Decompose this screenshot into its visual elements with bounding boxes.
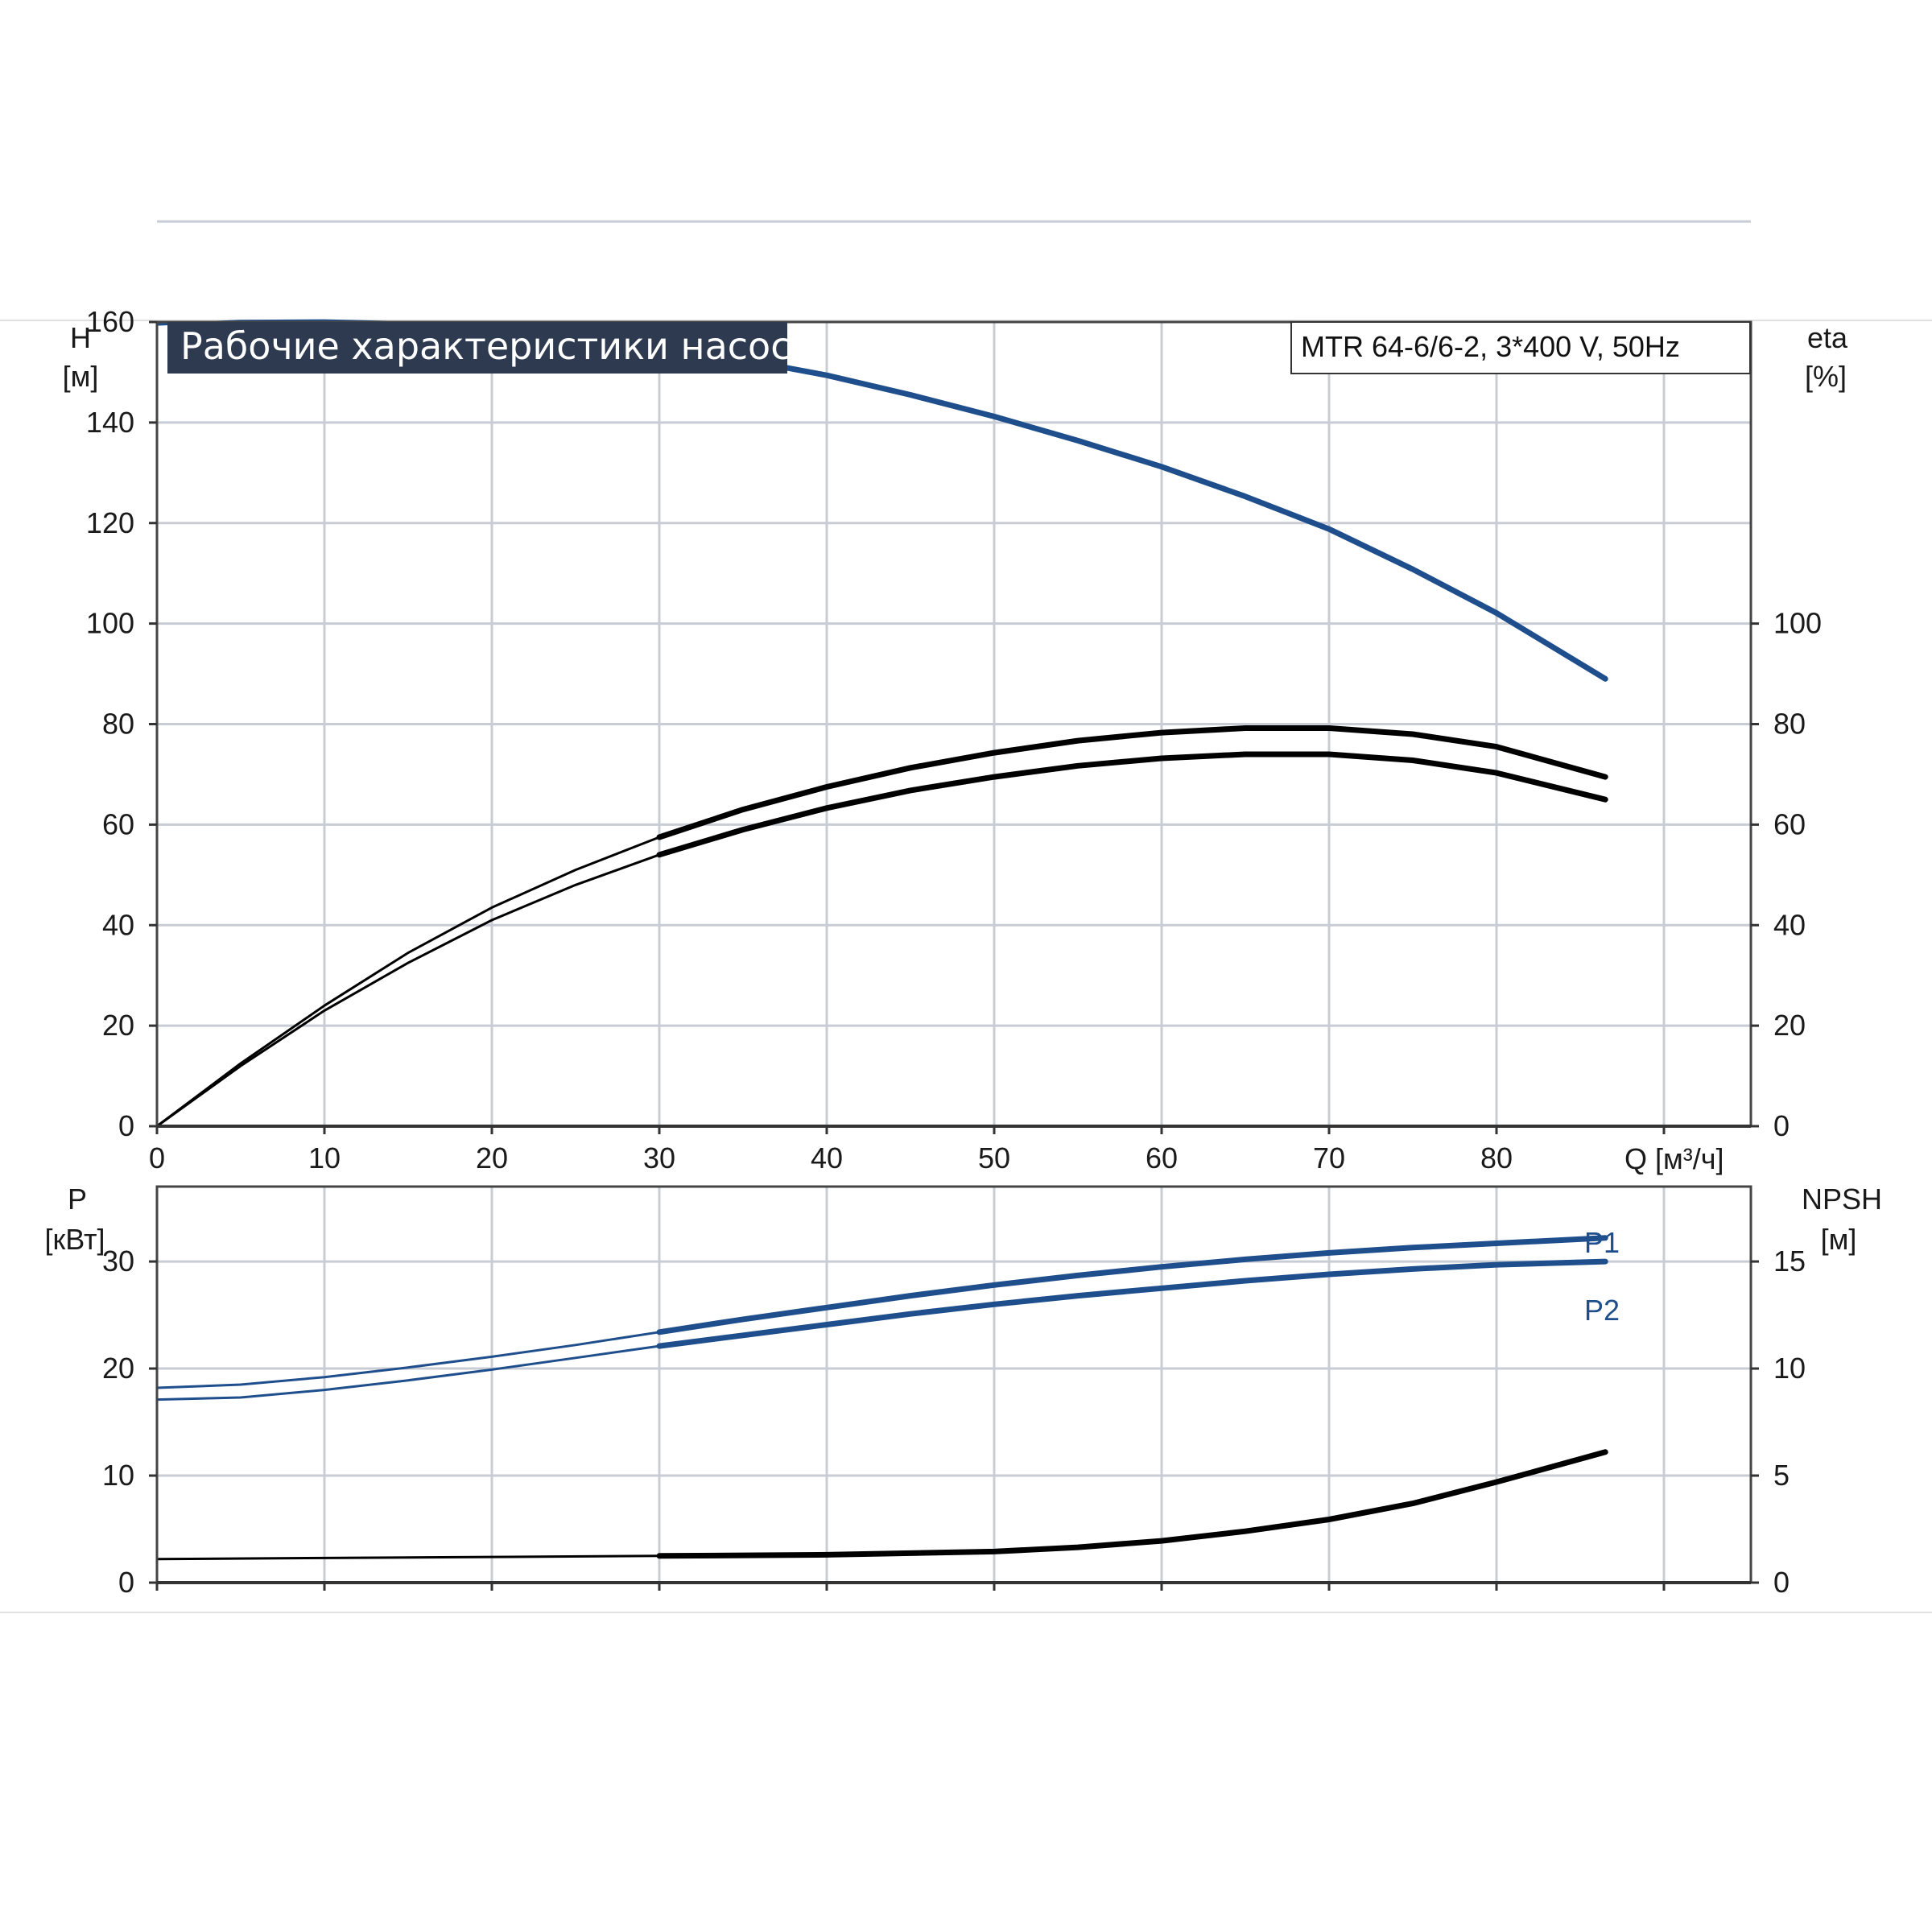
right-tick-label: 0 [1773, 1566, 1790, 1599]
bottom-panel-frame [149, 1185, 1759, 1591]
left-tick-label: 40 [102, 908, 134, 941]
model-label: MTR 64-6/6-2, 3*400 V, 50Hz [1301, 330, 1680, 363]
eta-axis-unit: [%] [1805, 360, 1847, 393]
x-tick-label: 40 [811, 1141, 843, 1174]
left-tick-label: 100 [86, 607, 134, 640]
x-tick-label: 20 [476, 1141, 508, 1174]
series-line-emphasis [656, 1258, 1608, 1349]
bottom-panel-grid [157, 1187, 1751, 1583]
q-axis-title: Q [м³/ч] [1624, 1142, 1724, 1175]
model-box [1290, 321, 1751, 374]
x-tick-label: 70 [1313, 1141, 1345, 1174]
x-tick-label: 60 [1146, 1141, 1178, 1174]
series-line-0-1 [155, 727, 1607, 1128]
left-tick-label: 20 [102, 1009, 134, 1042]
left-tick-label: 60 [102, 807, 134, 840]
left-tick-label: 0 [118, 1566, 134, 1599]
left-tick-label: 10 [102, 1459, 134, 1492]
bottom-panel-series [155, 1235, 1608, 1561]
left-tick-label: 160 [86, 305, 134, 338]
left-tick-label: 140 [86, 406, 134, 439]
series-line-0-2 [155, 753, 1607, 1128]
x-tick-label: 80 [1480, 1141, 1513, 1174]
series-line-emphasis [656, 751, 1608, 858]
series-line-emphasis [656, 342, 1608, 682]
x-tick-label: 10 [308, 1141, 341, 1174]
right-tick-label: 40 [1773, 908, 1806, 941]
top-panel-frame [149, 320, 1759, 1134]
right-tick-label: 0 [1773, 1109, 1790, 1142]
right-tick-label: 60 [1773, 807, 1806, 840]
p-axis-title: P [68, 1183, 87, 1216]
p-axis-unit: [кВт] [44, 1223, 105, 1256]
eta-axis-title: eta [1807, 321, 1848, 354]
right-tick-label: 5 [1773, 1459, 1790, 1492]
h-axis-unit: [м] [63, 360, 99, 393]
x-tick-label: 50 [978, 1141, 1010, 1174]
p2-series-label: P2 [1584, 1294, 1620, 1327]
series-line-emphasis [656, 1235, 1608, 1335]
h-axis-title: H [70, 321, 91, 354]
right-tick-label: 10 [1773, 1352, 1806, 1385]
chart-title: Рабочие характеристики насоса [180, 324, 814, 368]
right-tick-label: 100 [1773, 607, 1822, 640]
npsh-axis-unit: [м] [1821, 1223, 1857, 1256]
p1-series-label: P1 [1584, 1226, 1620, 1259]
x-tick-label: 0 [149, 1141, 165, 1174]
left-tick-label: 0 [118, 1109, 134, 1142]
npsh-axis-title: NPSH [1802, 1183, 1882, 1216]
series-line-p2 [155, 1260, 1607, 1402]
right-tick-label: 80 [1773, 708, 1806, 741]
right-tick-label: 15 [1773, 1245, 1806, 1278]
left-tick-label: 120 [86, 506, 134, 539]
series-line-emphasis [656, 725, 1608, 840]
top-panel-grid [157, 220, 1751, 1126]
left-tick-label: 20 [102, 1352, 134, 1385]
left-tick-label: 80 [102, 708, 134, 741]
panel-frame [155, 1185, 1752, 1584]
series-line-emphasis [656, 1449, 1608, 1559]
x-tick-label: 30 [643, 1141, 675, 1174]
title-box [167, 322, 787, 374]
left-tick-label: 30 [102, 1245, 134, 1278]
right-tick-label: 20 [1773, 1009, 1806, 1042]
